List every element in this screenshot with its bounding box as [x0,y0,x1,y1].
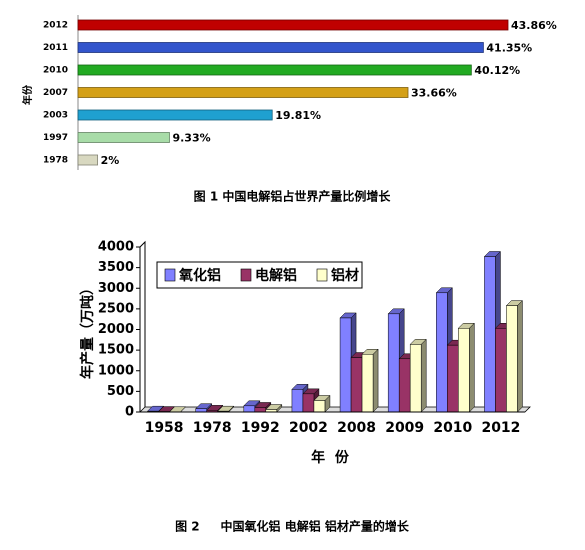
bar [458,328,470,413]
bar [495,328,507,413]
y-axis-label: 年产量（万吨） [79,281,96,379]
bar [436,292,448,413]
bar [447,344,459,413]
value-label: 2% [101,154,120,167]
bar [387,313,400,413]
bar-side [420,338,427,413]
y-tick-label: 2011 [43,43,68,53]
x-tick-label: 2012 [481,420,520,436]
bar [77,87,409,98]
legend-swatch [240,268,252,282]
bar [243,405,256,413]
y-axis-label: 年份 [21,84,34,105]
bar [77,19,509,31]
bar [409,344,422,413]
y-tick-label: 0 [125,405,134,420]
x-tick-label: 2009 [385,420,424,436]
legend-swatch [164,268,176,282]
y-tick-label: 3000 [98,281,134,296]
bar [77,42,484,53]
bar [506,305,518,413]
x-tick-label: 1992 [241,420,280,436]
bar [484,256,496,413]
bar [302,393,315,413]
x-tick-label: 2008 [337,420,376,436]
bar [77,154,99,166]
back-wall [139,240,146,412]
y-tick-label: 500 [107,384,134,399]
x-tick-label: 1978 [193,420,232,436]
x-tick-label: 2002 [289,420,328,436]
bar [339,317,352,413]
bar [361,354,374,413]
legend-label: 铝材 [331,267,359,284]
value-label: 19.81% [275,109,321,122]
x-axis-label: 年 份 [311,449,350,466]
y-tick-label: 2003 [43,111,68,121]
legend-label: 氧化铝 [178,267,221,284]
caption: 图 1 中国电解铝占世界产量比例增长 [194,189,392,204]
y-tick-label: 1500 [98,343,134,358]
bar [398,358,411,413]
value-label: 40.12% [474,64,520,77]
bar [77,109,273,121]
bar [77,132,170,143]
bar-side [517,299,523,413]
y-tick-label: 2010 [43,66,68,76]
bar [77,64,472,76]
y-tick-label: 4000 [98,240,134,255]
x-tick-label: 1958 [145,420,184,436]
y-tick-label: 2500 [98,301,134,316]
legend-label: 电解铝 [255,267,297,284]
bar-side [469,322,475,413]
bar [350,357,363,413]
y-tick-label: 2012 [43,21,68,31]
legend-box [156,261,363,289]
y-tick-label: 3500 [98,260,134,275]
x-tick-label: 2010 [433,420,472,436]
y-tick-label: 1978 [43,156,68,166]
value-label: 9.33% [172,132,210,145]
value-label: 43.86% [511,19,557,32]
value-label: 33.66% [411,87,457,100]
bar [291,389,304,413]
bar [313,400,326,413]
legend-swatch [316,268,328,282]
bar [254,407,267,413]
value-label: 41.35% [486,42,532,55]
y-tick-label: 2007 [43,88,68,98]
y-tick-label: 1000 [98,363,134,378]
y-tick-label: 2000 [98,322,134,337]
bar-side [372,348,379,413]
y-tick-label: 1997 [43,133,68,143]
caption: 图 2 中国氧化铝 电解铝 铝材产量的增长 [175,519,410,534]
